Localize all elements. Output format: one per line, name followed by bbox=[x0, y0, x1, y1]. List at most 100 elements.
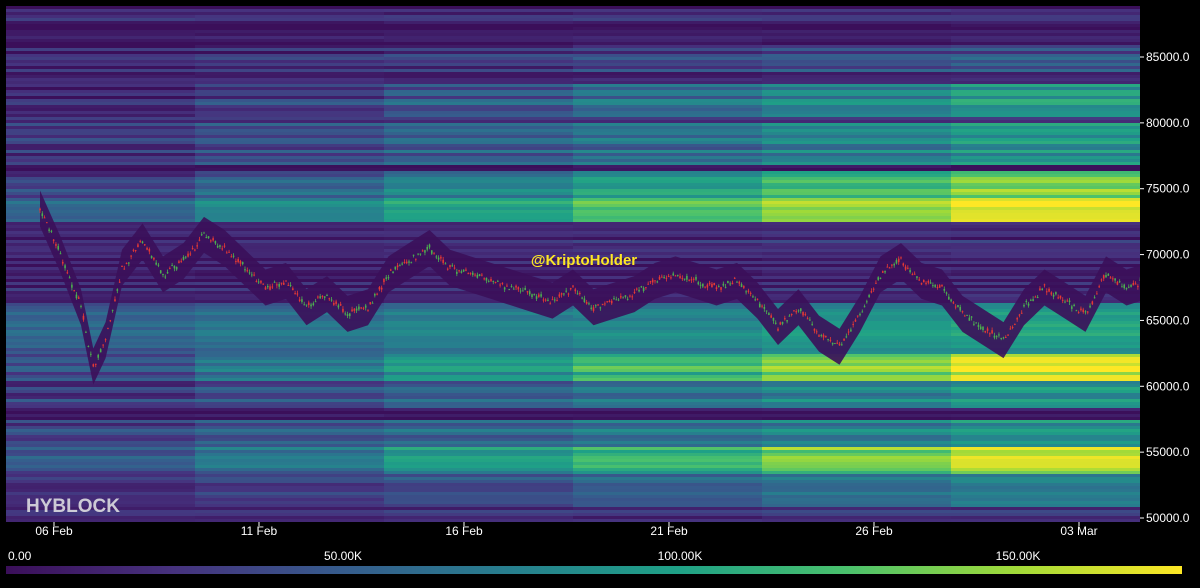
heatmap-cell bbox=[573, 474, 763, 477]
heatmap-cell bbox=[762, 57, 952, 60]
heatmap-cell bbox=[573, 123, 763, 126]
heatmap-cell bbox=[573, 177, 763, 180]
candle-body bbox=[241, 262, 244, 265]
heatmap-cell bbox=[762, 48, 952, 51]
heatmap-cell bbox=[951, 15, 1140, 18]
heatmap-cell bbox=[573, 144, 763, 147]
candle-body bbox=[897, 258, 900, 263]
heatmap-cell bbox=[762, 81, 952, 84]
candle-body bbox=[123, 268, 126, 270]
heatmap-cell bbox=[6, 432, 196, 435]
heatmap-cell bbox=[195, 345, 385, 348]
heatmap-cell bbox=[762, 231, 952, 234]
candle-body bbox=[813, 328, 816, 331]
candle-body bbox=[71, 284, 73, 288]
heatmap-cell bbox=[762, 297, 952, 300]
heatmap-cell bbox=[195, 183, 385, 186]
heatmap-cell bbox=[762, 9, 952, 12]
heatmap-cell bbox=[762, 504, 952, 507]
heatmap-cell bbox=[951, 87, 1140, 90]
candle-body bbox=[708, 282, 711, 285]
candle-body bbox=[704, 286, 706, 288]
candle-body bbox=[210, 240, 212, 242]
heatmap-cell bbox=[573, 180, 763, 183]
candle-body bbox=[553, 299, 556, 301]
heatmap-cell bbox=[762, 291, 952, 294]
heatmap-cell bbox=[762, 39, 952, 42]
heatmap-cell bbox=[384, 87, 574, 90]
heatmap-cell bbox=[384, 12, 574, 15]
candle-body bbox=[335, 301, 337, 304]
heatmap-cell bbox=[951, 252, 1140, 255]
heatmap-cell bbox=[195, 66, 385, 69]
candle-body bbox=[594, 305, 597, 307]
heatmap-cell bbox=[195, 372, 385, 375]
heatmap-cell bbox=[573, 315, 763, 318]
heatmap-cell bbox=[762, 30, 952, 33]
candle-body bbox=[271, 286, 274, 288]
candle-body bbox=[945, 292, 948, 294]
heatmap-cell bbox=[384, 513, 574, 516]
heatmap-cell bbox=[951, 441, 1140, 444]
candle-body bbox=[1164, 242, 1166, 245]
heatmap-cell bbox=[762, 201, 952, 204]
heatmap-cell bbox=[6, 42, 196, 45]
heatmap-cell bbox=[573, 228, 763, 231]
candle-body bbox=[588, 303, 590, 305]
heatmap-cell bbox=[762, 492, 952, 495]
heatmap-cell bbox=[195, 51, 385, 54]
heatmap-cell bbox=[384, 363, 574, 366]
heatmap-cell bbox=[195, 414, 385, 417]
heatmap-cell bbox=[384, 207, 574, 210]
heatmap-cell bbox=[762, 102, 952, 105]
heatmap-cell bbox=[195, 168, 385, 171]
heatmap-cell bbox=[384, 198, 574, 201]
heatmap-cell bbox=[762, 183, 952, 186]
candle-body bbox=[1025, 300, 1028, 302]
heatmap-cell bbox=[195, 261, 385, 264]
heatmap-cell bbox=[384, 171, 574, 174]
heatmap-cell bbox=[951, 93, 1140, 96]
heatmap-cell bbox=[573, 390, 763, 393]
candle-body bbox=[1116, 281, 1119, 285]
heatmap-cell bbox=[573, 96, 763, 99]
candle-body bbox=[1011, 327, 1014, 329]
heatmap-cell bbox=[573, 246, 763, 249]
heatmap-cell bbox=[195, 123, 385, 126]
heatmap-cell bbox=[384, 192, 574, 195]
heatmap-cell bbox=[6, 102, 196, 105]
heatmap-cell bbox=[573, 441, 763, 444]
heatmap-cell bbox=[195, 516, 385, 519]
x-tick-label: 26 Feb bbox=[855, 524, 893, 538]
heatmap-cell bbox=[762, 219, 952, 222]
heatmap-cell bbox=[762, 168, 952, 171]
heatmap-cell bbox=[573, 426, 763, 429]
heatmap-cell bbox=[6, 144, 196, 147]
heatmap-cell bbox=[6, 291, 196, 294]
heatmap-cell bbox=[6, 438, 196, 441]
heatmap-cell bbox=[384, 345, 574, 348]
heatmap-cell bbox=[6, 321, 196, 324]
heatmap-cell bbox=[762, 450, 952, 453]
heatmap-cell bbox=[951, 21, 1140, 24]
candle-body bbox=[1118, 281, 1121, 283]
candle-body bbox=[692, 278, 695, 280]
heatmap-cell bbox=[573, 498, 763, 501]
heatmap-cell bbox=[6, 150, 196, 153]
heatmap-cell bbox=[573, 135, 763, 138]
heatmap-cell bbox=[384, 441, 574, 444]
heatmap-cell bbox=[195, 177, 385, 180]
heatmap-cell bbox=[951, 318, 1140, 321]
heatmap-cell bbox=[762, 207, 952, 210]
candle-body bbox=[590, 307, 593, 309]
heatmap-cell bbox=[762, 240, 952, 243]
heatmap-cell bbox=[6, 210, 196, 213]
candle-body bbox=[517, 287, 520, 290]
heatmap-cell bbox=[762, 45, 952, 48]
heatmap-cell bbox=[762, 432, 952, 435]
candle-body bbox=[139, 240, 142, 242]
candle-body bbox=[774, 322, 777, 325]
heatmap-cell bbox=[762, 141, 952, 144]
heatmap-cell bbox=[6, 447, 196, 450]
heatmap-cell bbox=[384, 330, 574, 333]
